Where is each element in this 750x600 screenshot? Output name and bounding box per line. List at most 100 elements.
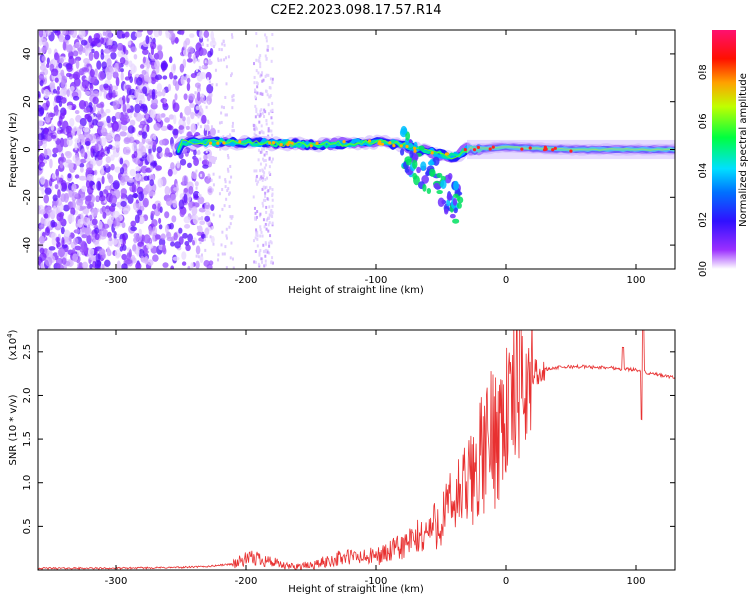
noise-speckle (178, 236, 184, 245)
noise-speckle (127, 194, 134, 205)
noise-speckle (124, 259, 133, 265)
noise-speckle (139, 216, 145, 224)
noise-streak (262, 169, 265, 173)
noise-speckle (78, 45, 83, 56)
noise-speckle (160, 125, 168, 131)
noise-speckle (115, 217, 121, 227)
noise-speckle (51, 237, 57, 246)
noise-speckle (69, 117, 75, 127)
noise-streak (260, 230, 263, 234)
noise-speckle (92, 104, 97, 113)
noise-speckle (38, 154, 44, 164)
noise-speckle (151, 98, 159, 106)
noise-speckle (105, 92, 113, 101)
noise-speckle (226, 188, 229, 192)
noise-speckle (207, 60, 213, 65)
noise-speckle (130, 220, 137, 227)
signal-peak (445, 152, 450, 156)
noise-streak (268, 241, 271, 245)
noise-speckle (75, 59, 80, 70)
noise-speckle (112, 89, 116, 99)
noise-streak (254, 95, 257, 99)
noise-speckle (83, 67, 90, 73)
noise-speckle (94, 233, 100, 241)
noise-speckle (209, 48, 214, 56)
noise-speckle (104, 259, 111, 268)
noise-speckle (187, 233, 194, 243)
noise-speckle (151, 219, 158, 227)
colorbar-tick-label: 0.2 (698, 212, 709, 228)
noise-speckle (108, 215, 114, 222)
noise-speckle (228, 191, 231, 195)
noise-streak (269, 186, 272, 190)
noise-speckle (72, 95, 80, 101)
noise-speckle (185, 125, 190, 130)
noise-streak (261, 147, 264, 151)
noise-speckle (47, 47, 52, 55)
noise-speckle (201, 114, 207, 125)
noise-speckle (164, 185, 170, 196)
noise-speckle (137, 235, 142, 242)
noise-streak (259, 169, 262, 173)
noise-speckle (158, 30, 163, 36)
noise-speckle (162, 75, 168, 80)
noise-streak (264, 191, 267, 195)
snr-axes: -300 -200 -100 0 100 0.5 1.0 1.5 2.0 2.5 (22, 330, 675, 587)
noise-speckle (91, 195, 96, 203)
noise-speckle (228, 180, 231, 184)
noise-speckle (56, 54, 60, 64)
noise-speckle (201, 43, 204, 47)
noise-streak (257, 71, 260, 75)
noise-speckle (225, 227, 228, 231)
noise-speckle (56, 86, 61, 91)
noise-streak (253, 88, 256, 92)
noise-speckle (61, 236, 65, 247)
noise-speckle (184, 105, 192, 116)
noise-speckle (88, 51, 94, 61)
noise-speckle (191, 205, 198, 216)
noise-speckle (210, 125, 213, 129)
noise-speckle (97, 220, 103, 230)
noise-streak (265, 39, 268, 43)
noise-streak (261, 111, 264, 115)
noise-speckle (69, 85, 75, 92)
noise-speckle (196, 231, 203, 236)
noise-speckle (230, 241, 233, 245)
noise-speckle (232, 93, 235, 97)
noise-streak (271, 204, 274, 208)
noise-speckle (96, 180, 102, 191)
noise-streak (263, 264, 266, 268)
noise-streak (271, 77, 274, 81)
noise-streak (271, 157, 274, 161)
noise-streak (263, 115, 266, 119)
noise-speckle (102, 212, 107, 219)
noise-streak (264, 110, 267, 114)
noise-speckle (91, 48, 95, 54)
noise-speckle (178, 125, 185, 130)
noise-speckle (152, 254, 159, 262)
noise-streak (261, 260, 264, 264)
noise-streak (270, 261, 273, 265)
signal-peak (405, 144, 409, 149)
noise-speckle (220, 111, 223, 115)
noise-streak (255, 44, 258, 48)
noise-speckle (75, 56, 82, 62)
noise-speckle (182, 232, 188, 239)
noise-streak (259, 74, 262, 78)
noise-streak (270, 214, 273, 218)
noise-streak (271, 198, 274, 202)
signal-blob (418, 145, 425, 151)
noise-streak (261, 201, 264, 205)
noise-speckle (225, 197, 228, 201)
noise-speckle (161, 88, 166, 97)
noise-streak (258, 60, 261, 64)
noise-speckle (223, 43, 226, 47)
noise-speckle (38, 30, 44, 38)
noise-speckle (128, 94, 135, 99)
noise-speckle (133, 193, 138, 199)
noise-speckle (61, 257, 67, 265)
noise-speckle (38, 126, 41, 133)
noise-speckle (76, 198, 84, 207)
noise-speckle (206, 201, 209, 205)
noise-speckle (106, 45, 113, 50)
